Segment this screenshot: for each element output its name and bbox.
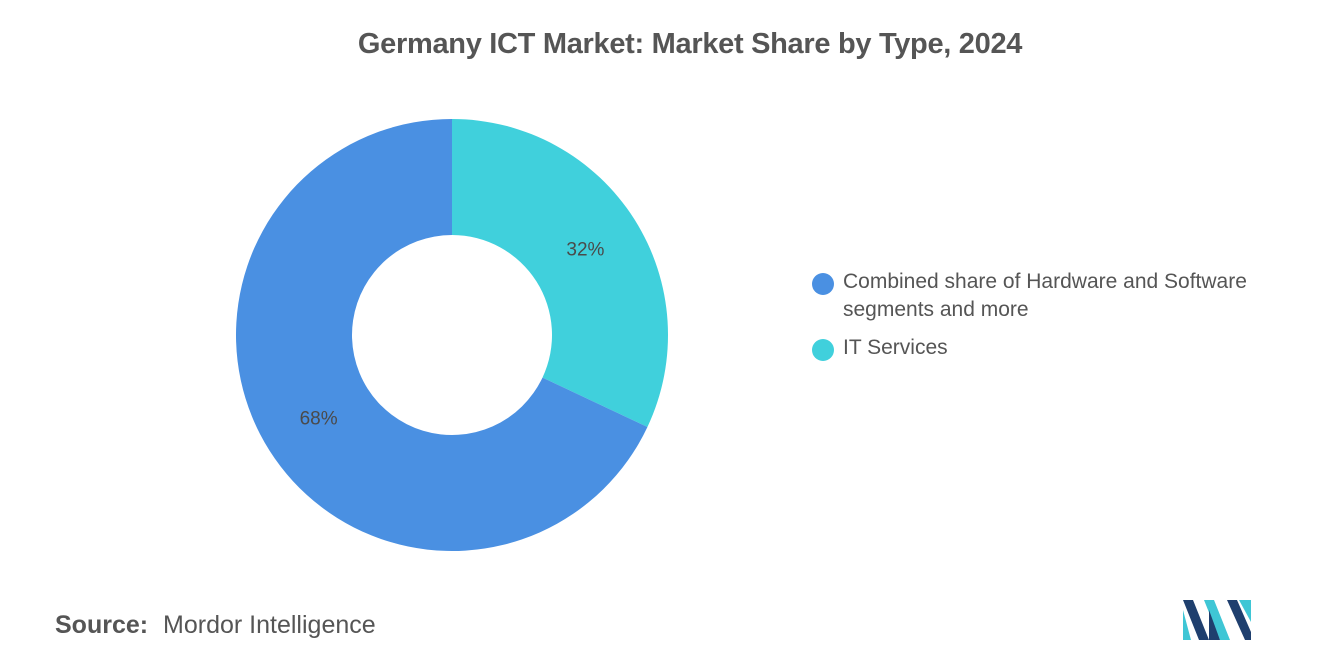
mordor-intelligence-logo-icon — [1183, 600, 1251, 640]
chart-title: Germany ICT Market: Market Share by Type… — [357, 28, 1023, 60]
legend-label-it-services: IT Services — [843, 336, 948, 359]
donut-slice-0[interactable] — [452, 119, 668, 427]
chart-legend: Combined share of Hardware and Software … — [812, 268, 1292, 372]
source-label: Source: — [55, 611, 149, 639]
slice-value-label-0: 32% — [566, 239, 604, 260]
source-value: Mordor Intelligence — [163, 611, 376, 639]
donut-slice-1[interactable] — [236, 119, 648, 551]
slice-value-label-1: 68% — [300, 409, 338, 430]
source-attribution: Source: Mordor Intelligence — [55, 611, 376, 640]
legend-label-hardware-software: Combined share of Hardware and Software … — [843, 270, 1247, 321]
legend-swatch-hardware-software — [812, 273, 834, 295]
legend-item-it-services[interactable]: IT Services — [812, 334, 1292, 362]
legend-item-hardware-software[interactable]: Combined share of Hardware and Software … — [812, 268, 1292, 324]
legend-swatch-it-services — [812, 339, 834, 361]
